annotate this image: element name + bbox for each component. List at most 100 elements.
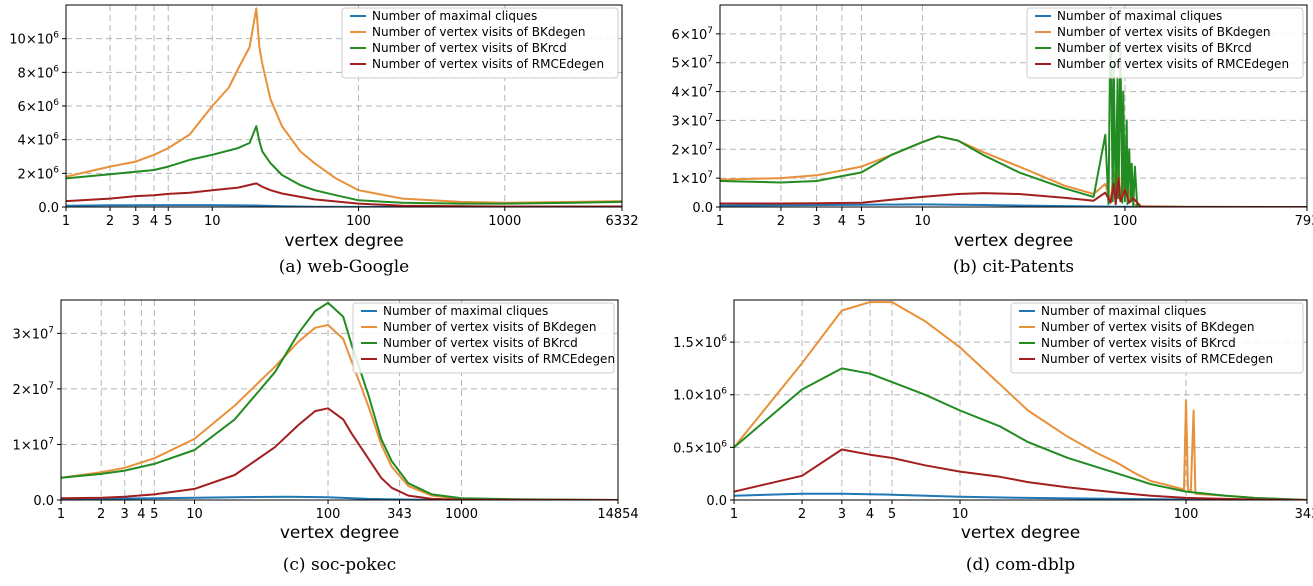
x-tick-label: 1 bbox=[730, 507, 738, 522]
series-line-bkrcd bbox=[66, 125, 622, 205]
legend-label: Number of vertex visits of BKdegen bbox=[372, 25, 586, 39]
legend-label: Number of vertex visits of BKrcd bbox=[372, 41, 567, 55]
legend-label: Number of vertex visits of BKdegen bbox=[383, 320, 597, 334]
x-tick-label: 1 bbox=[57, 507, 65, 522]
y-tick-label: 2×107 bbox=[13, 381, 54, 398]
y-tick-label: 0.0 bbox=[692, 201, 713, 216]
legend-label: Number of vertex visits of RMCEdegen bbox=[1057, 57, 1289, 71]
x-tick-label: 100 bbox=[316, 507, 341, 522]
x-tick-label: 100 bbox=[1174, 507, 1199, 522]
x-axis-label: vertex degree bbox=[961, 523, 1080, 543]
series-line-bkdegen bbox=[734, 301, 1307, 500]
y-tick-label: 0.0 bbox=[706, 494, 727, 509]
series-line-bkrcd bbox=[734, 367, 1307, 500]
x-tick-label: 4 bbox=[150, 214, 158, 229]
y-tick-label: 1×107 bbox=[13, 436, 54, 453]
y-tick-label: 3×107 bbox=[13, 325, 54, 342]
x-axis-label: vertex degree bbox=[284, 231, 403, 251]
x-tick-label: 6332 bbox=[605, 214, 638, 229]
y-tick-label: 0.5×106 bbox=[673, 439, 727, 456]
legend-box bbox=[1010, 302, 1304, 374]
y-tick-label: 2×106 bbox=[18, 165, 60, 182]
x-tick-label: 5 bbox=[164, 214, 172, 229]
x-tick-label: 100 bbox=[346, 214, 371, 229]
y-tick-label: 1.5×106 bbox=[673, 334, 727, 351]
x-tick-label: 10 bbox=[186, 507, 203, 522]
legend-label: Number of maximal cliques bbox=[383, 304, 548, 318]
x-tick-label: 5 bbox=[150, 507, 158, 522]
legend-label: Number of maximal cliques bbox=[1057, 9, 1222, 23]
x-tick-label: 5 bbox=[888, 507, 896, 522]
x-tick-label: 10 bbox=[952, 507, 969, 522]
x-tick-label: 2 bbox=[97, 507, 105, 522]
x-tick-label: 4 bbox=[866, 507, 874, 522]
series-line-bkdegen bbox=[720, 135, 1307, 207]
x-tick-label: 793 bbox=[1295, 214, 1313, 229]
series-line-rmce bbox=[734, 448, 1307, 500]
legend-label: Number of vertex visits of RMCEdegen bbox=[372, 57, 604, 71]
x-tick-label: 10 bbox=[914, 214, 931, 229]
y-tick-label: 2×107 bbox=[672, 141, 713, 158]
x-tick-label: 3 bbox=[812, 214, 820, 229]
y-tick-label: 0.0 bbox=[33, 494, 54, 509]
legend: Number of maximal cliques Number of verte… bbox=[352, 302, 615, 374]
legend-label: Number of vertex visits of BKdegen bbox=[1057, 25, 1271, 39]
legend: Number of maximal cliques Number of verte… bbox=[341, 7, 619, 79]
x-tick-label: 2 bbox=[106, 214, 114, 229]
y-tick-label: 1.0×106 bbox=[673, 387, 727, 404]
x-tick-label: 4 bbox=[838, 214, 846, 229]
legend-box bbox=[341, 7, 619, 79]
panel-caption: (d) com-dblp bbox=[966, 555, 1075, 575]
y-tick-label: 6×106 bbox=[18, 98, 60, 115]
x-tick-label: 10 bbox=[204, 214, 221, 229]
panel-caption: (a) web-Google bbox=[279, 257, 409, 277]
series-line-bkdegen bbox=[66, 7, 622, 204]
y-tick-label: 0.0 bbox=[38, 201, 59, 216]
legend-label: Number of maximal cliques bbox=[372, 9, 537, 23]
series-line-bkdegen bbox=[61, 324, 618, 500]
plot-frame bbox=[733, 299, 1308, 501]
legend: Number of maximal cliques Number of verte… bbox=[1026, 7, 1304, 79]
x-axis-label: vertex degree bbox=[954, 231, 1073, 251]
x-tick-label: 5 bbox=[857, 214, 865, 229]
chart-panel-3: 1 2 3 4 5 10 100 343 1000 14854 0.0 1×107 2×107 3×107… bbox=[13, 299, 639, 575]
series-line-rmce bbox=[720, 177, 1307, 207]
x-tick-label: 343 bbox=[387, 507, 412, 522]
chart-panel-1: 1 2 3 4 5 10 100 1000 6332 0.0 2×106 4×106 6×106 8×10… bbox=[9, 4, 639, 277]
chart-panel-4: 1 2 3 45 10 100 343 0.0 0.5×106 1.0×106 1.5×106 ver… bbox=[673, 299, 1313, 575]
legend-label: Number of vertex visits of BKrcd bbox=[383, 336, 578, 350]
x-tick-label: 343 bbox=[1295, 507, 1313, 522]
x-axis-label: vertex degree bbox=[280, 523, 399, 543]
panel-caption: (b) cit-Patents bbox=[953, 257, 1074, 277]
x-tick-label: 100 bbox=[1113, 214, 1138, 229]
x-tick-label: 4 bbox=[137, 507, 145, 522]
plot-frame bbox=[719, 4, 1308, 208]
y-tick-label: 4×107 bbox=[672, 84, 713, 101]
y-tick-label: 3×107 bbox=[672, 112, 713, 129]
y-tick-label: 10×106 bbox=[9, 31, 59, 48]
y-tick-label: 5×107 bbox=[672, 55, 713, 72]
legend-label: Number of vertex visits of BKrcd bbox=[1057, 41, 1252, 55]
series-line-rmce bbox=[61, 407, 618, 500]
x-tick-label: 1000 bbox=[445, 507, 478, 522]
legend-label: Number of vertex visits of RMCEdegen bbox=[383, 352, 615, 366]
y-tick-label: 6×107 bbox=[672, 26, 713, 43]
x-tick-label: 3 bbox=[838, 507, 846, 522]
legend-label: Number of maximal cliques bbox=[1041, 304, 1206, 318]
x-tick-label: 14854 bbox=[597, 507, 638, 522]
y-tick-label: 1×107 bbox=[672, 170, 713, 187]
panel-caption: (c) soc-pokec bbox=[283, 555, 396, 575]
legend-label: Number of vertex visits of BKdegen bbox=[1041, 320, 1255, 334]
series-line-bkrcd bbox=[61, 301, 618, 500]
y-tick-label: 4×106 bbox=[18, 132, 60, 149]
x-tick-label: 2 bbox=[777, 214, 785, 229]
x-tick-label: 2 bbox=[798, 507, 806, 522]
legend: Number of maximal cliques Number of verte… bbox=[1010, 302, 1304, 374]
legend-label: Number of vertex visits of RMCEdegen bbox=[1041, 352, 1273, 366]
legend-box bbox=[1026, 7, 1304, 79]
series-line-rmce bbox=[66, 182, 622, 207]
legend-box bbox=[352, 302, 615, 374]
x-tick-label: 1 bbox=[62, 214, 70, 229]
legend-label: Number of vertex visits of BKrcd bbox=[1041, 336, 1236, 350]
